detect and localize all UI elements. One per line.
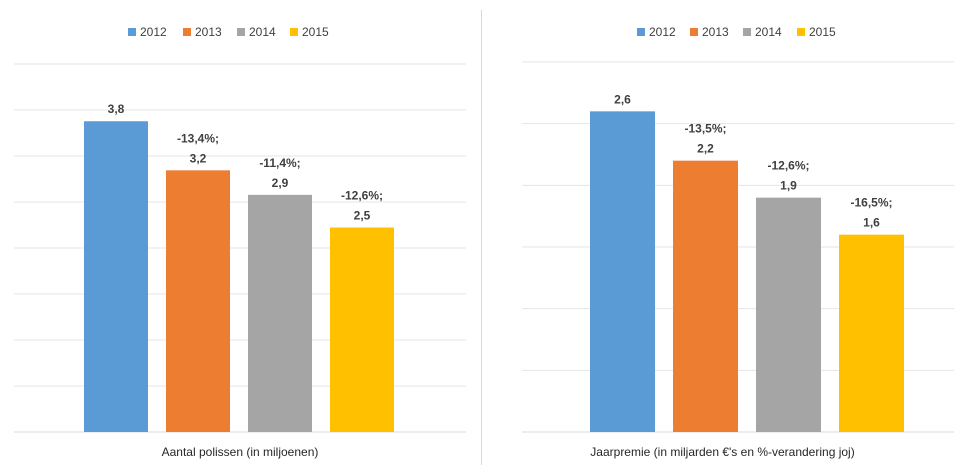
legend-label: 2013 (195, 25, 222, 39)
legend-swatch (237, 28, 245, 36)
bar-chart-policies: 3,8 -13,4%; 3,2 -11,4%; 2,9 -12,6%; 2,5 (14, 63, 466, 433)
legend-item-2013: 2013 (183, 24, 222, 40)
chart-panel-left: 2012 2013 2014 2015 3,8 -13,4%; 3,2 -11,4%;… (0, 0, 480, 469)
data-label: 1,6 (863, 216, 880, 230)
legend-swatch (637, 28, 645, 36)
legend-swatch (290, 28, 298, 36)
bar-2013 (166, 170, 230, 433)
data-label: -11,4%; (259, 156, 300, 170)
legend-swatch (690, 28, 698, 36)
data-label: -16,5%; (850, 196, 892, 210)
x-axis-label: Jaarpremie (in miljarden €'s en %-verand… (590, 445, 855, 459)
panel-divider (481, 10, 482, 465)
data-label: -12,6%; (341, 189, 383, 203)
legend-label: 2015 (302, 25, 329, 39)
legend-label: 2014 (755, 25, 782, 39)
legend-item-2015: 2015 (797, 24, 836, 40)
legend-label: 2013 (702, 25, 729, 39)
data-label: 2,9 (272, 176, 289, 190)
data-label: -12,6%; (767, 159, 809, 173)
data-label: 2,2 (697, 142, 714, 156)
legend-swatch (183, 28, 191, 36)
legend-label: 2012 (140, 25, 167, 39)
bar-2015 (839, 234, 904, 432)
legend-item-2012: 2012 (637, 24, 676, 40)
bar-2012 (84, 121, 148, 432)
legend-swatch (797, 28, 805, 36)
data-label: 1,9 (780, 179, 797, 193)
data-label: 3,8 (108, 102, 125, 116)
bar-2015 (330, 227, 394, 432)
legend-label: 2014 (249, 25, 276, 39)
data-label: 3,2 (190, 151, 207, 165)
data-label: 2,5 (354, 209, 371, 223)
bar-2014 (248, 194, 312, 432)
legend-item-2012: 2012 (128, 24, 167, 40)
legend-label: 2015 (809, 25, 836, 39)
data-label: -13,5%; (684, 122, 726, 136)
bar-2013 (673, 160, 738, 432)
bar-2014 (756, 197, 821, 432)
legend-label: 2012 (649, 25, 676, 39)
legend: 2012 2013 2014 2015 (0, 24, 480, 40)
x-axis-label: Aantal polissen (in miljoenen) (161, 445, 319, 459)
bar-chart-premium: 2,6 -13,5%; 2,2 -12,6%; 1,9 -16,5%; 1,6 (522, 61, 954, 433)
data-label: 2,6 (614, 92, 631, 106)
legend: 2012 2013 2014 2015 (482, 24, 963, 40)
legend-item-2014: 2014 (237, 24, 276, 40)
legend-swatch (743, 28, 751, 36)
legend-swatch (128, 28, 136, 36)
legend-item-2013: 2013 (690, 24, 729, 40)
bar-2012 (590, 111, 655, 432)
legend-item-2014: 2014 (743, 24, 782, 40)
legend-item-2015: 2015 (290, 24, 329, 40)
data-label: -13,4%; (177, 131, 219, 145)
chart-panel-right: 2012 2013 2014 2015 2,6 -13,5%; 2,2 -12,6%;… (482, 0, 963, 469)
